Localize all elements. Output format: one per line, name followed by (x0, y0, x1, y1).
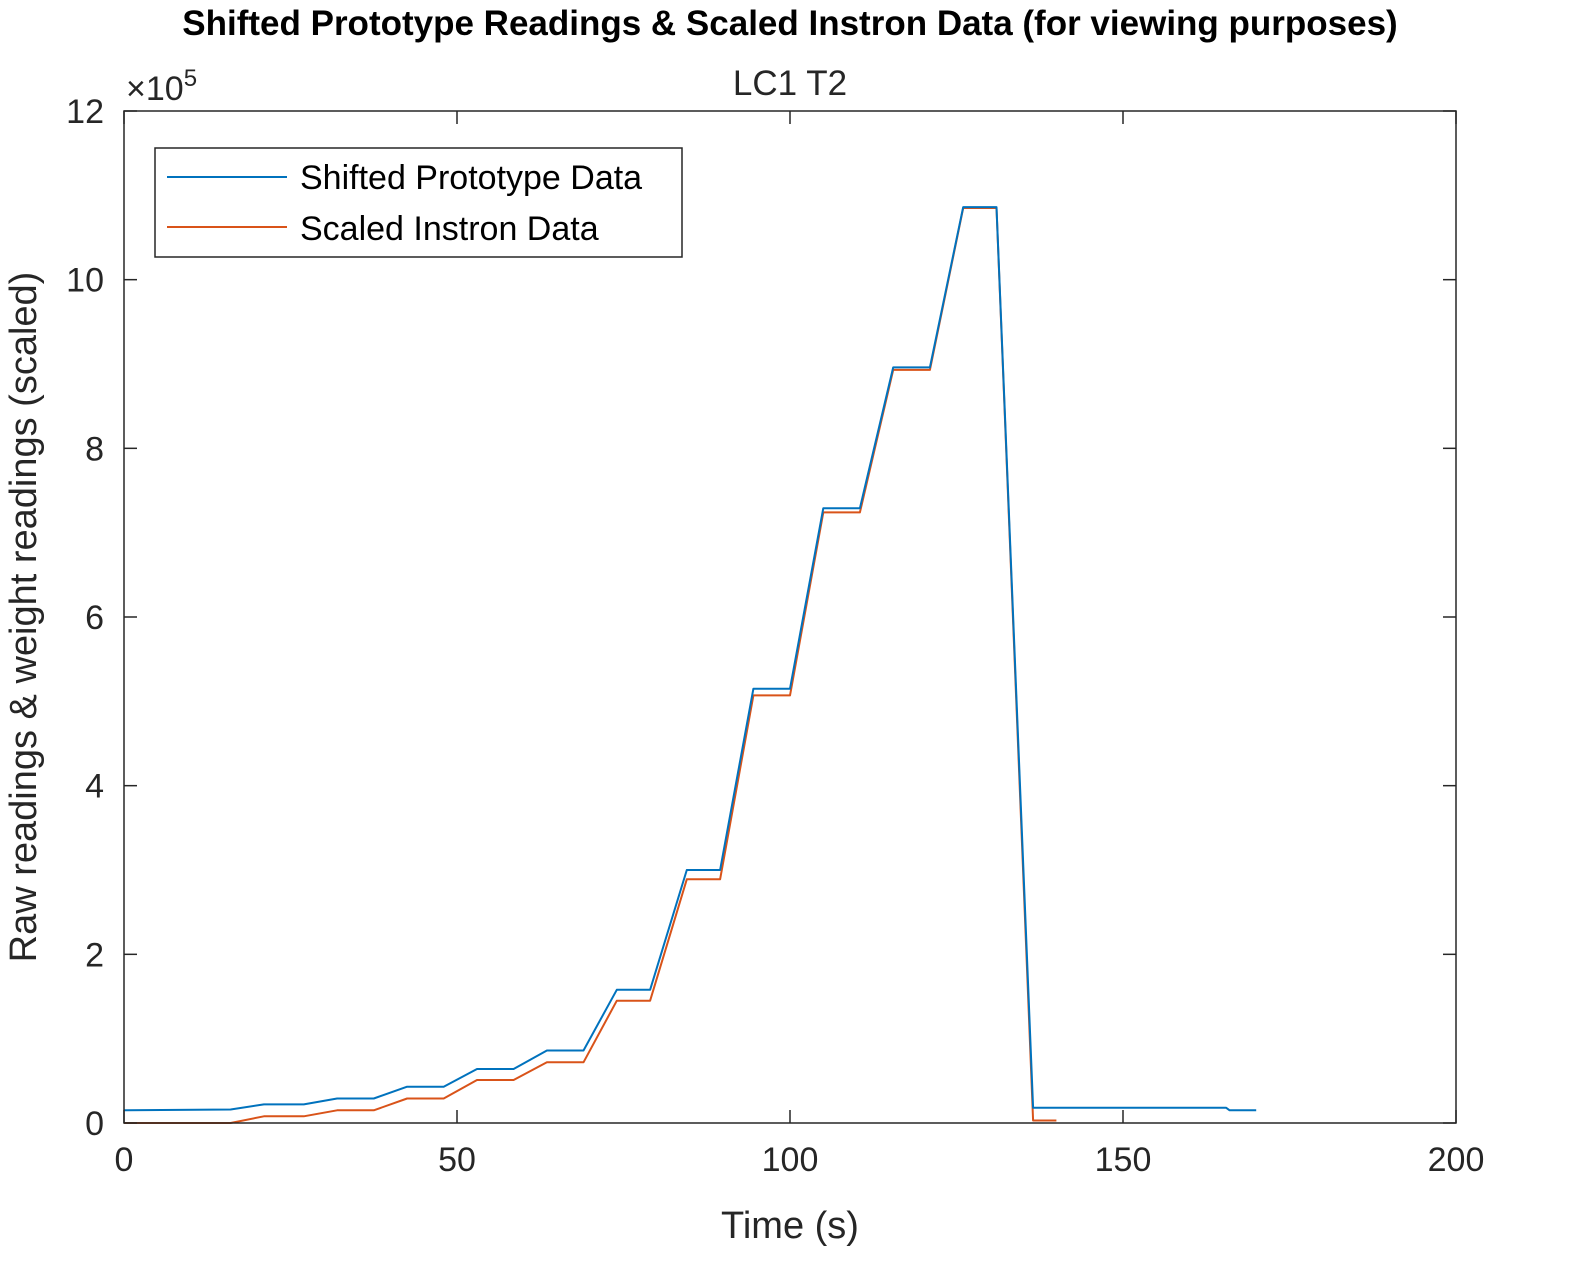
series-line-scaled-instron (124, 207, 1057, 1124)
series-layer (123, 206, 1257, 1124)
x-tick-label: 100 (762, 1141, 819, 1179)
x-tick-label: 200 (1428, 1141, 1485, 1179)
x-axis-label: Time (s) (721, 1205, 859, 1247)
x-tick-label: 0 (115, 1141, 134, 1179)
legend-label-instron: Scaled Instron Data (300, 210, 599, 248)
y-tick-label: 0 (85, 1105, 104, 1143)
y-exponent-label: ×105 (126, 65, 197, 108)
figure-title: Shifted Prototype Readings & Scaled Inst… (182, 4, 1397, 43)
y-tick-label: 2 (85, 936, 104, 974)
y-tick-label: 8 (85, 430, 104, 468)
tick-layer: 0 50 100 150 200 0 2 4 6 8 10 12 (66, 93, 1484, 1179)
y-tick-label: 10 (66, 262, 104, 300)
y-tick-label: 6 (85, 599, 104, 637)
y-tick-label: 4 (85, 768, 104, 806)
y-axis-label: Raw readings & weight readings (scaled) (3, 272, 45, 963)
legend-box (154, 147, 683, 258)
plot-subtitle: LC1 T2 (733, 64, 847, 103)
x-tick-label: 50 (438, 1141, 476, 1179)
series-line-shifted-prototype (123, 206, 1257, 1112)
legend: Shifted Prototype Data Scaled Instron Da… (154, 147, 683, 258)
plot-frame (123, 110, 1457, 1124)
y-tick-label: 12 (66, 93, 104, 131)
x-tick-label: 150 (1095, 1141, 1152, 1179)
plot-area (124, 111, 1456, 1123)
legend-label-prototype: Shifted Prototype Data (300, 159, 642, 197)
